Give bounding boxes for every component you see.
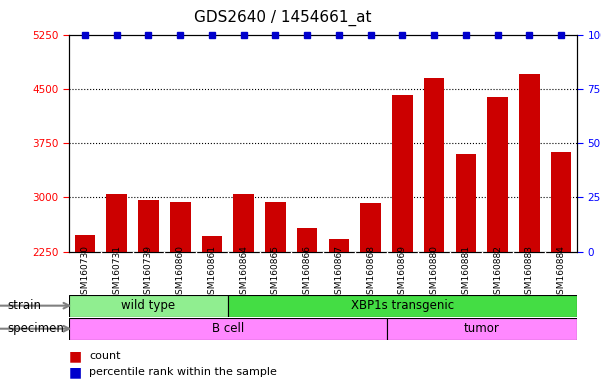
Text: GSM160884: GSM160884	[557, 245, 566, 300]
Text: ■: ■	[69, 366, 82, 379]
Text: GDS2640 / 1454661_at: GDS2640 / 1454661_at	[194, 10, 371, 26]
Text: GSM160882: GSM160882	[493, 245, 502, 300]
Text: tumor: tumor	[464, 322, 499, 335]
Bar	[519, 74, 540, 252]
Bar	[201, 236, 222, 252]
Bar	[233, 194, 254, 252]
Text: strain: strain	[8, 299, 42, 312]
Text: GSM160731: GSM160731	[112, 245, 121, 300]
Bar	[392, 94, 413, 252]
Text: GSM160880: GSM160880	[430, 245, 439, 300]
Bar	[456, 154, 476, 252]
Text: GSM160865: GSM160865	[271, 245, 280, 300]
Bar	[265, 202, 285, 252]
Text: wild type: wild type	[121, 299, 175, 312]
Text: GSM160868: GSM160868	[366, 245, 375, 300]
Text: GSM160881: GSM160881	[462, 245, 471, 300]
Text: GSM160883: GSM160883	[525, 245, 534, 300]
Bar	[329, 238, 349, 252]
Text: B cell: B cell	[212, 322, 244, 335]
Bar	[228, 295, 577, 317]
Bar	[424, 78, 445, 252]
Bar	[551, 152, 572, 252]
Bar	[361, 203, 381, 252]
Text: count: count	[89, 351, 120, 361]
Bar	[170, 202, 191, 252]
Text: GSM160739: GSM160739	[144, 245, 153, 300]
Bar	[69, 295, 228, 317]
Text: GSM160866: GSM160866	[303, 245, 312, 300]
Bar	[69, 318, 386, 340]
Bar	[106, 194, 127, 252]
Bar	[138, 200, 159, 252]
Text: GSM160869: GSM160869	[398, 245, 407, 300]
Text: GSM160867: GSM160867	[334, 245, 343, 300]
Text: specimen: specimen	[8, 322, 65, 335]
Text: GSM160861: GSM160861	[207, 245, 216, 300]
Text: GSM160864: GSM160864	[239, 245, 248, 300]
Text: GSM160860: GSM160860	[175, 245, 185, 300]
Text: XBP1s transgenic: XBP1s transgenic	[351, 299, 454, 312]
Bar	[75, 235, 96, 252]
Text: percentile rank within the sample: percentile rank within the sample	[89, 367, 277, 377]
Bar	[297, 228, 317, 252]
Text: ■: ■	[69, 349, 82, 363]
Bar	[386, 318, 577, 340]
Text: GSM160730: GSM160730	[81, 245, 90, 300]
Bar	[487, 98, 508, 252]
